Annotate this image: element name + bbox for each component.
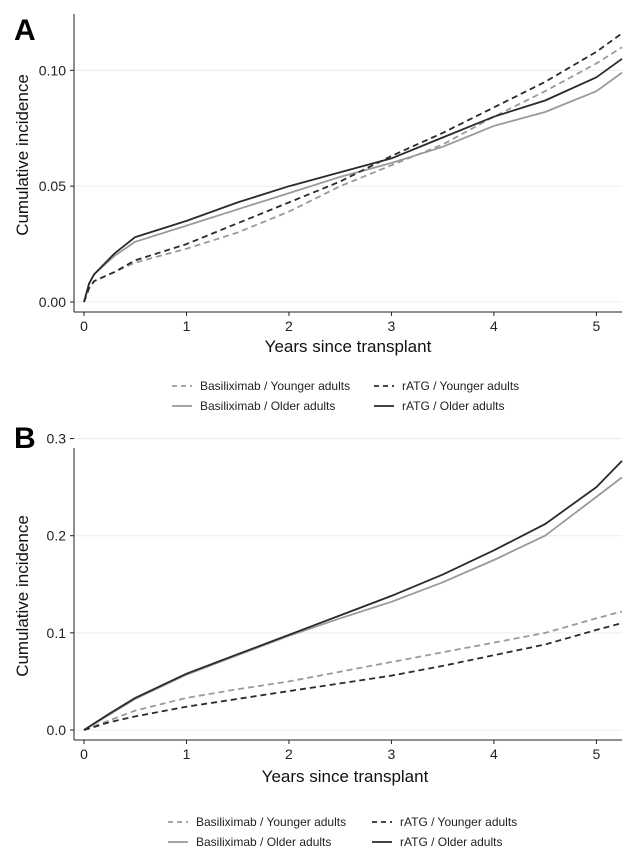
panel-b-x-tick-label: 0 (80, 746, 88, 762)
panel-b-x-tick-label: 4 (490, 746, 498, 762)
panel-a-series-3-line (83, 32, 623, 303)
panel-b-legend-label-1: Basiliximab / Younger adults (196, 815, 346, 829)
panel-a-legend-label-3: rATG / Younger adults (402, 379, 519, 393)
panel-b-y-tick-labels: 0.0 0.1 0.2 0.3 (47, 431, 67, 738)
panel-b-y-tick-label: 0.1 (47, 625, 67, 641)
panel-a-y-tick-label: 0.00 (39, 294, 66, 310)
panel-b-x-axis-title: Years since transplant (262, 767, 429, 786)
panel-b-x-tick-label: 1 (183, 746, 191, 762)
panel-a-series (83, 32, 623, 303)
panel-b-letter: B (14, 422, 36, 455)
panel-a-axes (70, 14, 622, 316)
panel-a-chart: A 0.00 0.05 0.10 0 1 2 3 4 5 Years since transp… (13, 14, 623, 413)
panel-b-y-tick-label: 0.0 (47, 722, 67, 738)
panel-a-x-tick-labels: 0 1 2 3 4 5 (80, 318, 600, 334)
panel-a-grid (74, 69, 622, 303)
panel-b-series (83, 460, 623, 731)
panel-a-y-axis-title: Cumulative incidence (13, 74, 32, 236)
panel-b-series-3-line (83, 622, 623, 731)
panel-a-series-2-line (83, 71, 623, 303)
panel-b-series-1-line (83, 610, 623, 731)
panel-a-x-axis-title: Years since transplant (265, 337, 432, 356)
panel-a-letter: A (14, 14, 36, 47)
panel-b-series-4-line (83, 460, 623, 731)
panel-a-y-tick-label: 0.10 (39, 62, 66, 78)
panel-b-grid (74, 438, 622, 731)
panel-b-legend: Basiliximab / Younger adults rATG / Young… (168, 815, 517, 849)
panel-b-chart: B 0.0 0.1 0.2 0.3 0 1 2 3 4 5 Years since transp… (13, 422, 623, 849)
panel-a-legend: Basiliximab / Younger adults rATG / Young… (172, 379, 519, 413)
panel-a-x-tick-label: 3 (388, 318, 396, 334)
panel-a-x-tick-label: 5 (592, 318, 600, 334)
panel-b-series-2-line (83, 476, 623, 731)
panel-a-y-tick-label: 0.05 (39, 178, 66, 194)
panel-b-y-tick-label: 0.3 (47, 431, 67, 447)
panel-a-x-tick-label: 2 (285, 318, 293, 334)
panel-b-legend-label-2: Basiliximab / Older adults (196, 835, 331, 849)
panel-a-series-4-line (83, 58, 623, 303)
panel-a-legend-label-1: Basiliximab / Younger adults (200, 379, 350, 393)
panel-a-x-tick-label: 4 (490, 318, 498, 334)
panel-a-y-tick-labels: 0.00 0.05 0.10 (39, 62, 66, 310)
panel-a-x-tick-label: 1 (183, 318, 191, 334)
panel-b-x-tick-label: 2 (285, 746, 293, 762)
panel-a-x-tick-label: 0 (80, 318, 88, 334)
panel-b-x-tick-labels: 0 1 2 3 4 5 (80, 746, 600, 762)
panel-a-legend-label-2: Basiliximab / Older adults (200, 399, 335, 413)
panel-b-legend-label-3: rATG / Younger adults (400, 815, 517, 829)
panel-b-x-tick-label: 5 (592, 746, 600, 762)
panel-b-x-tick-label: 3 (388, 746, 396, 762)
panel-b-y-axis-title: Cumulative incidence (13, 515, 32, 677)
panel-b-y-tick-label: 0.2 (47, 528, 67, 544)
panel-b-axes (70, 438, 622, 744)
panel-a-legend-label-4: rATG / Older adults (402, 399, 504, 413)
panel-b-legend-label-4: rATG / Older adults (400, 835, 502, 849)
